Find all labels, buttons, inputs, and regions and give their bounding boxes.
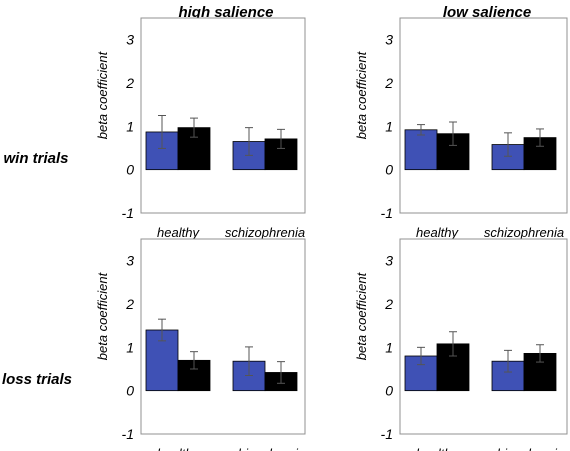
row-label-win-trials: win trials [3, 150, 68, 167]
y-tick-label: 1 [126, 339, 134, 355]
error-bar-schizophrenia-series-2 [277, 361, 285, 384]
y-tick-label: 1 [385, 118, 393, 134]
y-tick-label: 2 [384, 296, 393, 312]
y-tick-label: -1 [122, 205, 134, 221]
panel-2: -1 0 1 2 3 beta coefficient healthy schizophren… [354, 17, 568, 240]
plot-frame [140, 17, 306, 214]
y-tick-label: 3 [126, 253, 134, 269]
error-bar-schizophrenia-series-1 [245, 346, 253, 376]
y-tick-label: 1 [385, 339, 393, 355]
y-tick-label: -1 [381, 426, 393, 442]
category-label-healthy: healthy [157, 225, 200, 240]
category-label-schizophrenia: schizophrenia [484, 446, 564, 451]
y-tick-label: 0 [126, 383, 134, 399]
error-bar-healthy-series-1 [417, 346, 425, 366]
error-bar-schizophrenia-series-1 [504, 132, 512, 157]
panel-3: -1 0 1 2 3 beta coefficient healthy schizophren… [95, 238, 306, 451]
y-tick-label: 3 [385, 32, 393, 48]
y-tick-label: -1 [122, 426, 134, 442]
y-tick-label: 0 [385, 383, 393, 399]
y-tick-label: 3 [385, 253, 393, 269]
category-label-healthy: healthy [416, 446, 459, 451]
y-tick-label: 0 [385, 162, 393, 178]
bar-healthy-series-1 [404, 129, 438, 171]
error-bar-healthy-series-1 [158, 318, 166, 342]
category-label-schizophrenia: schizophrenia [225, 446, 305, 451]
y-tick-label: 3 [126, 32, 134, 48]
y-axis-label: beta coefficient [354, 271, 369, 360]
row-label-loss-trials: loss trials [2, 371, 72, 388]
category-label-healthy: healthy [416, 225, 459, 240]
error-bar-schizophrenia-series-1 [245, 127, 253, 156]
error-bar-schizophrenia-series-1 [504, 349, 512, 373]
category-label-healthy: healthy [157, 446, 200, 451]
y-tick-label: 2 [125, 75, 134, 91]
error-bar-healthy-series-2 [190, 351, 198, 370]
error-bar-schizophrenia-series-2 [536, 128, 544, 147]
y-tick-label: -1 [381, 205, 393, 221]
y-tick-label: 2 [125, 296, 134, 312]
y-axis-label: beta coefficient [95, 50, 110, 139]
error-bar-schizophrenia-series-2 [277, 128, 285, 149]
category-label-schizophrenia: schizophrenia [225, 225, 305, 240]
error-bar-healthy-series-1 [158, 115, 166, 149]
error-bar-healthy-series-2 [449, 121, 457, 146]
y-axis-label: beta coefficient [95, 271, 110, 360]
error-bar-healthy-series-2 [190, 117, 198, 138]
error-bar-schizophrenia-series-2 [536, 344, 544, 363]
error-bar-healthy-series-2 [449, 331, 457, 357]
category-label-schizophrenia: schizophrenia [484, 225, 564, 240]
panel-1: -1 0 1 2 3 beta coefficient healthy schizophren… [95, 17, 306, 240]
y-tick-label: 1 [126, 118, 134, 134]
y-axis-label: beta coefficient [354, 50, 369, 139]
y-tick-label: 2 [384, 75, 393, 91]
column-title-low-salience: low salience [443, 4, 531, 21]
column-title-high-salience: high salience [178, 4, 273, 21]
plot-frame [399, 238, 568, 435]
panel-4: -1 0 1 2 3 beta coefficient healthy schizophren… [354, 238, 568, 451]
error-bar-healthy-series-1 [417, 124, 425, 136]
y-tick-label: 0 [126, 162, 134, 178]
plot-frame [399, 17, 568, 214]
